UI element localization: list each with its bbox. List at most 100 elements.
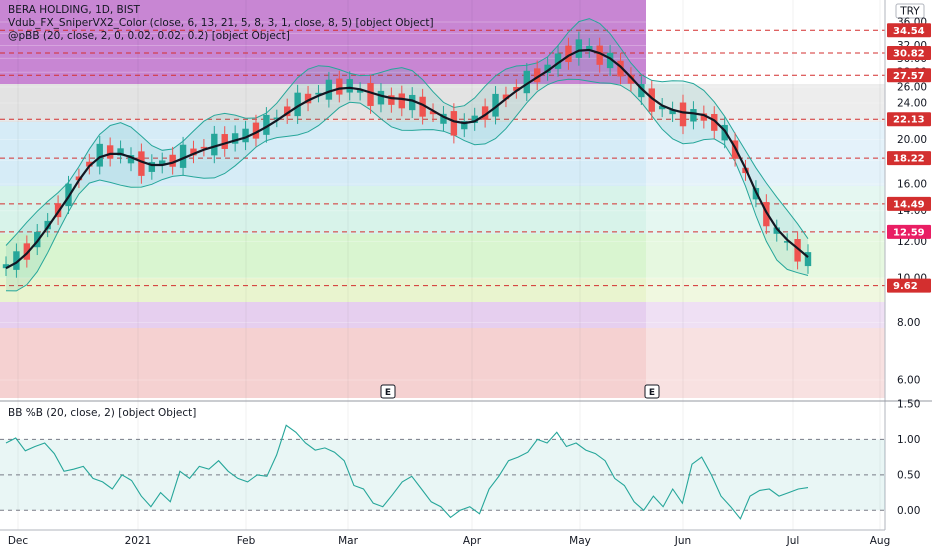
candle-body bbox=[221, 134, 228, 149]
level-label-box bbox=[887, 46, 931, 61]
level-label-text: 18.22 bbox=[893, 154, 925, 165]
bollinger-bands bbox=[5, 18, 809, 292]
level-label-text: 22.13 bbox=[893, 115, 925, 126]
candle-body bbox=[356, 90, 364, 93]
candle-body bbox=[544, 64, 551, 73]
percent-b-title: BB %B (20, close, 2) [object Object] bbox=[8, 407, 196, 419]
chart-title: BERA HOLDING, 1D, BIST bbox=[8, 4, 140, 16]
candle-body bbox=[596, 45, 603, 65]
level-label-box bbox=[887, 112, 931, 127]
candle-body bbox=[325, 79, 333, 100]
candle-body bbox=[13, 251, 20, 270]
level-label-text: 12.59 bbox=[893, 227, 925, 238]
candle-body bbox=[231, 133, 239, 144]
candle-body bbox=[648, 88, 655, 112]
candle-body bbox=[502, 94, 510, 100]
candle-body bbox=[409, 94, 416, 111]
candle-body bbox=[711, 114, 718, 131]
time-tick-label: Aug bbox=[870, 535, 891, 547]
candle-body bbox=[513, 86, 520, 91]
candle-body bbox=[565, 45, 572, 63]
candle-body bbox=[44, 220, 51, 230]
candle-body bbox=[606, 52, 614, 69]
candle-body bbox=[429, 111, 437, 115]
support-resistance-zones bbox=[0, 0, 885, 398]
earnings-badge-label: E bbox=[649, 388, 655, 398]
price-grid bbox=[0, 0, 885, 530]
price-tick-label: 16.00 bbox=[897, 179, 927, 191]
level-label-text: 30.82 bbox=[893, 49, 925, 60]
percent-b-line bbox=[5, 424, 809, 520]
candle-body bbox=[86, 161, 93, 167]
time-tick-label: 2021 bbox=[125, 535, 152, 547]
price-tick-label: 12.00 bbox=[897, 236, 927, 248]
candle-body bbox=[346, 79, 353, 93]
candle-body bbox=[179, 144, 187, 168]
earnings-badge bbox=[380, 384, 396, 399]
candle-body bbox=[190, 148, 197, 156]
candle-body bbox=[304, 93, 312, 104]
candle-body bbox=[96, 143, 103, 167]
price-axis[interactable]: TRY 36.0034.0032.0030.0028.0026.0024.002… bbox=[884, 0, 932, 550]
time-axis[interactable]: Dec 2021 Feb Mar Apr May Jun Jul Aug bbox=[0, 529, 891, 547]
candle-body bbox=[398, 93, 405, 109]
candle-body bbox=[252, 122, 260, 139]
earnings-badge-label: E bbox=[385, 388, 391, 398]
candle-body bbox=[159, 160, 166, 166]
candle-body bbox=[273, 117, 281, 120]
candle-body bbox=[200, 146, 208, 149]
candle-body bbox=[388, 95, 395, 105]
candle-body bbox=[481, 106, 489, 120]
level-label-text: 27.57 bbox=[893, 71, 925, 82]
band-fill bbox=[6, 18, 808, 291]
candle-body bbox=[690, 109, 697, 122]
time-tick-label: May bbox=[569, 535, 591, 547]
time-tick-label: Mar bbox=[338, 535, 358, 547]
earnings-badge bbox=[644, 384, 660, 399]
indicator-label-sniper: Vdub_FX_SniperVX2_Color (close, 6, 13, 2… bbox=[8, 17, 434, 29]
candle-body bbox=[336, 78, 343, 95]
level-label-box bbox=[887, 151, 931, 166]
candle-body bbox=[54, 203, 62, 218]
level-label-box bbox=[887, 68, 931, 83]
candles bbox=[2, 31, 812, 278]
candle-body bbox=[804, 252, 812, 267]
candle-body bbox=[450, 111, 458, 136]
candle-body bbox=[575, 39, 583, 58]
indicator-label-pbb: @pBB (20, close, 2, 0, 0.02, 0.02, 0.2) … bbox=[8, 30, 290, 42]
level-label-box bbox=[887, 23, 931, 38]
price-tick-label: 26.00 bbox=[897, 82, 927, 94]
candle-body bbox=[658, 105, 666, 110]
candle-body bbox=[523, 70, 530, 94]
price-tick-label: 6.00 bbox=[897, 375, 920, 387]
time-tick-label: Jul bbox=[786, 535, 800, 547]
candle-body bbox=[492, 93, 499, 117]
candle-body bbox=[679, 102, 687, 127]
time-tick-label: Apr bbox=[463, 535, 482, 547]
level-label-box bbox=[887, 224, 931, 239]
candle-body bbox=[669, 109, 676, 115]
price-tick-label: 24.00 bbox=[897, 98, 927, 110]
candle-body bbox=[794, 239, 801, 262]
ma-path bbox=[5, 48, 809, 270]
candle-body bbox=[75, 176, 83, 181]
level-label-text: 14.49 bbox=[893, 199, 925, 210]
candle-body bbox=[106, 145, 114, 159]
level-label-box bbox=[887, 196, 931, 211]
percent-b-pane[interactable]: 1.50 1.00 0.50 0.00 bbox=[0, 399, 920, 520]
level-label-text: 34.54 bbox=[893, 26, 925, 37]
time-tick-label: Dec bbox=[8, 535, 29, 547]
candle-body bbox=[586, 45, 593, 51]
candle-body bbox=[533, 68, 541, 83]
candle-body bbox=[315, 92, 322, 95]
candle-body bbox=[440, 113, 447, 124]
candle-body bbox=[148, 162, 156, 172]
candle-body bbox=[138, 151, 145, 176]
candle-body bbox=[263, 114, 270, 135]
candle-body bbox=[211, 133, 218, 156]
candle-body bbox=[419, 96, 426, 117]
price-tick-label: 8.00 bbox=[897, 317, 920, 329]
